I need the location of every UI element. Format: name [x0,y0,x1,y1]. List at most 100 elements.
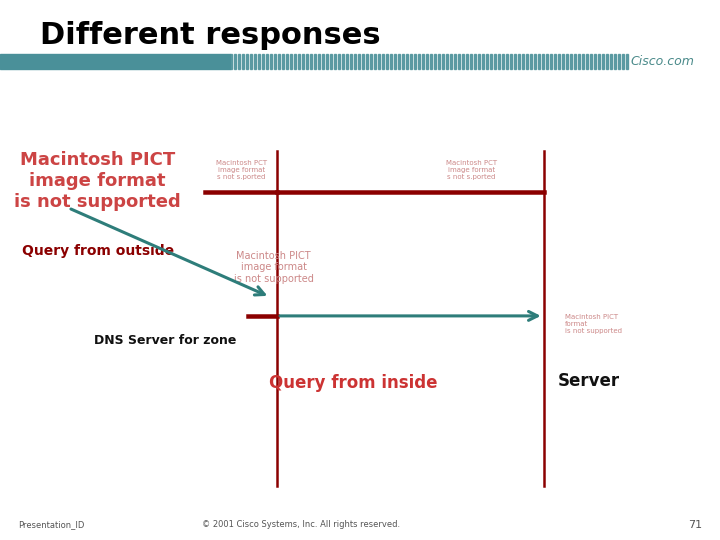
Bar [595,54,596,69]
Bar [315,54,316,69]
Bar [498,54,500,69]
Bar [459,54,460,69]
Bar [326,54,328,69]
Text: Query from outside: Query from outside [22,244,174,258]
Bar [618,54,621,69]
Bar [318,54,320,69]
Bar [334,54,336,69]
Bar [442,54,444,69]
Bar [354,54,356,69]
Bar [395,54,397,69]
Text: Query from inside: Query from inside [269,374,437,393]
Bar [462,54,464,69]
Bar [626,54,629,69]
Bar [487,54,488,69]
Bar [598,54,600,69]
Bar [287,54,289,69]
Bar [514,54,516,69]
Bar [614,54,616,69]
Bar [298,54,300,69]
Bar [582,54,585,69]
Bar [490,54,492,69]
Bar [402,54,405,69]
Bar [323,54,325,69]
Text: Macintosh PCT
image format
s not s.ported: Macintosh PCT image format s not s.porte… [446,160,498,180]
Bar [510,54,513,69]
Bar [379,54,380,69]
Bar [374,54,377,69]
Bar [302,54,305,69]
Bar [567,54,568,69]
Bar [254,54,256,69]
Bar [467,54,469,69]
Text: DNS Server for zone: DNS Server for zone [94,334,236,347]
Text: © 2001 Cisco Systems, Inc. All rights reserved.: © 2001 Cisco Systems, Inc. All rights re… [202,521,400,529]
Bar [590,54,593,69]
Bar [431,54,433,69]
Bar [406,54,408,69]
Bar [454,54,456,69]
Bar [390,54,392,69]
Bar [246,54,248,69]
Text: Macintosh PICT
image format
is not supported: Macintosh PICT image format is not suppo… [234,251,313,284]
Bar [586,54,588,69]
Bar [526,54,528,69]
Bar [0,54,230,69]
Bar [478,54,480,69]
Bar [470,54,472,69]
Bar [230,54,233,69]
Bar [271,54,272,69]
Bar [531,54,532,69]
Bar [559,54,560,69]
Text: Macintosh PICT
image format
is not supported: Macintosh PICT image format is not suppo… [14,151,181,211]
Bar [503,54,505,69]
Bar [282,54,284,69]
Bar [611,54,613,69]
Text: Macintosh PICT
format
is not supported: Macintosh PICT format is not supported [565,314,622,334]
Bar [423,54,424,69]
Bar [343,54,344,69]
Bar [554,54,557,69]
Bar [310,54,312,69]
Bar [279,54,280,69]
Bar [362,54,364,69]
Bar [382,54,384,69]
Bar [262,54,264,69]
Bar [398,54,400,69]
Text: Macintosh PCT
image format
s not s.ported: Macintosh PCT image format s not s.porte… [215,160,267,180]
Bar [474,54,477,69]
Text: Presentation_ID: Presentation_ID [18,521,84,529]
Bar [446,54,449,69]
Bar [518,54,521,69]
Bar [495,54,496,69]
Bar [274,54,276,69]
Bar [575,54,577,69]
Bar [546,54,549,69]
Bar [523,54,524,69]
Bar [370,54,372,69]
Bar [451,54,452,69]
Text: 71: 71 [688,520,702,530]
Bar [351,54,352,69]
Bar [410,54,413,69]
Bar [346,54,348,69]
Text: Different responses: Different responses [40,21,380,50]
Text: Server: Server [558,372,620,390]
Bar [387,54,388,69]
Bar [550,54,552,69]
Bar [434,54,436,69]
Bar [603,54,604,69]
Bar [258,54,261,69]
Bar [338,54,341,69]
Bar [534,54,536,69]
Bar [238,54,240,69]
Bar [562,54,564,69]
Bar [606,54,608,69]
Bar [290,54,292,69]
Bar [438,54,441,69]
Bar [359,54,361,69]
Bar [622,54,624,69]
Bar [506,54,508,69]
Bar [426,54,428,69]
Bar [415,54,416,69]
